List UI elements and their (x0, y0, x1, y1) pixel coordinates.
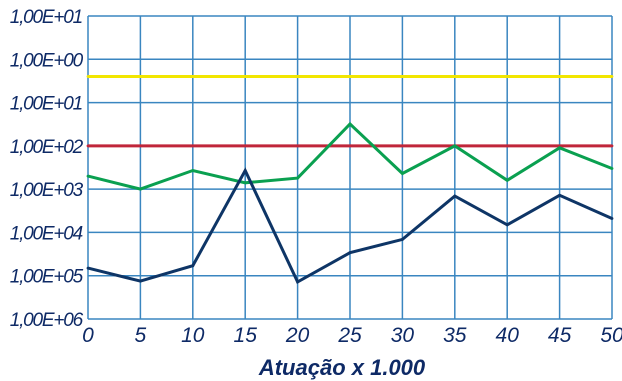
data-point (139, 279, 142, 283)
data-point (610, 217, 614, 220)
data-point (296, 280, 299, 284)
y-tick-label: 1,00E+06 (10, 310, 84, 331)
grid (87, 15, 613, 320)
y-tick-label: 1,00E+01 (10, 94, 82, 115)
x-tick-label: 10 (181, 324, 205, 347)
data-point (243, 144, 247, 148)
data-point (86, 174, 90, 178)
data-point (401, 75, 404, 78)
y-axis-ticks: 1,00E+01 1,00E+00 1,00E+01 1,00E+02 1,00E+03… (10, 7, 85, 331)
data-point (401, 238, 404, 241)
data-point (453, 144, 457, 148)
x-tick-label: 5 (135, 324, 147, 347)
data-point (610, 167, 614, 170)
data-point (348, 122, 352, 126)
data-point (296, 75, 299, 78)
x-axis-label: Atuação x 1.000 (258, 355, 426, 380)
data-point (296, 176, 299, 180)
x-tick-label: 0 (82, 324, 94, 347)
data-point (243, 169, 247, 172)
x-tick-label: 50 (600, 324, 622, 347)
data-point (86, 144, 90, 148)
y-tick-label: 1,00E+01 (10, 7, 82, 28)
x-tick-label: 30 (391, 324, 415, 347)
data-point (505, 178, 509, 182)
data-point (610, 75, 614, 78)
data-point (401, 144, 404, 148)
y-tick-label: 1,00E+04 (10, 223, 83, 244)
data-point (505, 75, 509, 78)
y-tick-label: 1,00E+05 (10, 267, 84, 288)
x-tick-label: 40 (496, 324, 520, 347)
data-point (296, 144, 299, 148)
y-tick-label: 1,00E+02 (10, 137, 84, 158)
x-tick-label: 15 (234, 324, 258, 347)
data-point (191, 75, 195, 78)
data-point (243, 181, 247, 185)
data-point (558, 75, 561, 78)
data-point (401, 172, 404, 175)
data-point (558, 193, 561, 197)
data-point (348, 251, 352, 255)
data-point (139, 144, 142, 148)
y-tick-label: 1,00E+03 (10, 180, 84, 201)
data-point (191, 169, 195, 172)
x-axis-ticks: 0 5 10 15 20 25 30 35 40 45 50 (82, 324, 622, 347)
data-point (86, 75, 90, 78)
data-point (139, 187, 142, 191)
data-point (453, 194, 457, 198)
data-point (348, 75, 352, 78)
x-tick-label: 45 (548, 324, 572, 347)
data-point (453, 75, 457, 78)
data-point (505, 223, 509, 227)
data-point (610, 144, 614, 148)
data-point (505, 144, 509, 148)
series-layer (86, 75, 614, 284)
data-point (243, 75, 247, 78)
x-tick-label: 35 (443, 324, 467, 347)
y-tick-label: 1,00E+00 (10, 50, 84, 71)
data-point (191, 264, 195, 268)
data-point (558, 146, 561, 150)
data-point (86, 266, 90, 270)
data-point (348, 144, 352, 148)
x-tick-label: 25 (337, 324, 362, 347)
x-tick-label: 20 (285, 324, 310, 347)
data-point (139, 75, 142, 78)
data-point (191, 144, 195, 148)
